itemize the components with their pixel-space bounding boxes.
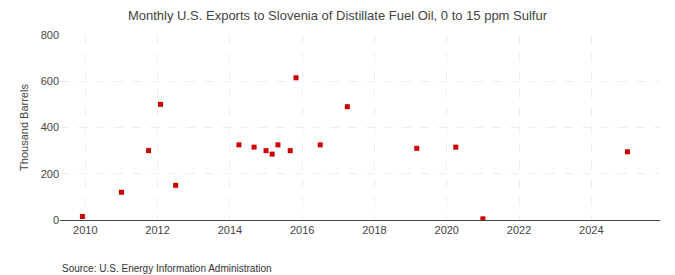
svg-text:2020: 2020 (435, 224, 459, 236)
svg-text:600: 600 (41, 75, 59, 87)
svg-text:2024: 2024 (579, 224, 603, 236)
svg-text:2010: 2010 (73, 224, 97, 236)
svg-text:200: 200 (41, 168, 59, 180)
svg-text:2012: 2012 (145, 224, 169, 236)
svg-text:2014: 2014 (218, 224, 242, 236)
svg-text:Monthly U.S. Exports to Sloven: Monthly U.S. Exports to Slovenia of Dist… (128, 8, 548, 23)
svg-text:2022: 2022 (507, 224, 531, 236)
svg-text:2018: 2018 (362, 224, 386, 236)
svg-text:0: 0 (53, 214, 59, 226)
svg-text:400: 400 (41, 121, 59, 133)
svg-text:800: 800 (41, 29, 59, 41)
svg-text:2016: 2016 (290, 224, 314, 236)
svg-text:Source: U.S. Energy Informatio: Source: U.S. Energy Information Administ… (62, 263, 272, 274)
svg-text:Thousand Barrels: Thousand Barrels (18, 84, 30, 171)
